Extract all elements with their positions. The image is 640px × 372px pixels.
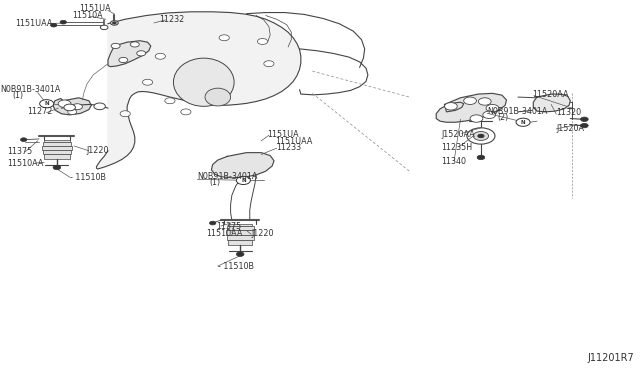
FancyBboxPatch shape [42,146,72,150]
FancyBboxPatch shape [226,231,254,235]
Circle shape [464,97,476,105]
Circle shape [94,103,106,110]
Circle shape [580,124,588,128]
Text: J1520A: J1520A [556,124,584,133]
FancyBboxPatch shape [227,235,253,240]
Text: 1151UAA: 1151UAA [15,19,52,28]
Text: N0B91B-3401A: N0B91B-3401A [1,85,61,94]
Circle shape [119,57,128,62]
Circle shape [483,111,495,119]
Circle shape [478,98,491,105]
Text: - 11510B: - 11510B [218,262,254,270]
Circle shape [60,20,67,24]
Text: N: N [241,178,246,183]
Circle shape [473,132,488,140]
Circle shape [137,51,146,56]
Polygon shape [436,93,506,122]
Circle shape [100,25,108,30]
Circle shape [20,138,27,141]
Circle shape [111,43,120,48]
Circle shape [120,111,131,117]
Circle shape [165,98,175,104]
Text: 11510AA: 11510AA [7,158,44,167]
Ellipse shape [205,88,230,106]
Text: 11320: 11320 [556,108,581,117]
Circle shape [264,61,274,67]
Circle shape [470,115,483,122]
Circle shape [445,103,458,110]
FancyBboxPatch shape [43,142,71,146]
Text: 11233: 11233 [276,143,301,152]
Circle shape [156,53,166,59]
Polygon shape [53,98,92,115]
Circle shape [72,104,83,110]
Polygon shape [97,12,301,169]
Text: (2): (2) [497,113,509,122]
Circle shape [40,100,54,108]
Text: N: N [521,120,525,125]
Text: 1151UA: 1151UA [79,4,111,13]
Text: 11510AA: 11510AA [206,229,243,238]
Text: 11520AA: 11520AA [532,90,568,99]
Circle shape [111,21,118,25]
Text: N0B91B-3401A: N0B91B-3401A [487,107,548,116]
Circle shape [477,155,484,160]
Text: J11201R7: J11201R7 [588,353,634,363]
Circle shape [131,42,140,47]
Circle shape [236,176,250,185]
Text: (1): (1) [12,91,23,100]
Text: 11272: 11272 [28,108,53,116]
Text: 11510A: 11510A [72,11,103,20]
Polygon shape [108,41,151,67]
Circle shape [143,79,153,85]
FancyBboxPatch shape [228,224,252,227]
Circle shape [68,109,77,115]
Text: 11232: 11232 [159,15,184,24]
Text: 11235H: 11235H [442,143,472,152]
Circle shape [64,104,76,111]
Circle shape [477,134,484,138]
Text: 11375: 11375 [7,147,33,156]
Circle shape [257,38,268,44]
FancyBboxPatch shape [227,227,253,231]
Circle shape [580,117,588,122]
Circle shape [180,109,191,115]
Text: 1151UAA: 1151UAA [275,137,313,146]
Text: 11375: 11375 [216,221,242,231]
Text: J1220: J1220 [251,229,273,238]
Circle shape [516,118,530,126]
FancyBboxPatch shape [44,154,70,158]
Circle shape [53,165,61,170]
Text: N: N [44,101,49,106]
Text: N0B91B-3401A: N0B91B-3401A [197,172,258,181]
Circle shape [51,23,57,27]
Circle shape [58,100,71,108]
FancyBboxPatch shape [44,140,70,142]
Text: J1220: J1220 [87,146,109,155]
Circle shape [467,128,495,144]
Ellipse shape [173,58,234,106]
Text: 1151UA: 1151UA [268,129,300,139]
Polygon shape [533,94,570,112]
Text: J1520AA: J1520AA [442,129,475,139]
Circle shape [486,105,499,112]
Text: (1): (1) [209,178,220,187]
FancyBboxPatch shape [228,240,252,245]
Circle shape [236,252,244,256]
Polygon shape [211,153,274,178]
FancyBboxPatch shape [43,150,71,154]
Circle shape [219,35,229,41]
Circle shape [209,221,216,225]
Text: 11340: 11340 [442,157,467,166]
Circle shape [113,22,116,24]
Text: - 11510B: - 11510B [70,173,106,182]
